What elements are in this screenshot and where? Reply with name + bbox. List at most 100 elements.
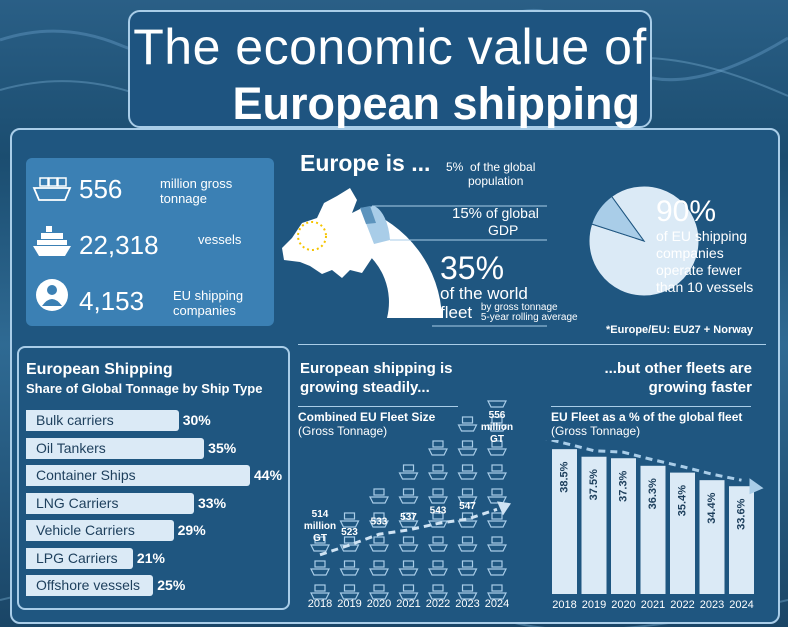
ship-bar-row: Oil Tankers 35% <box>26 437 286 459</box>
pie-text: of EU shipping companies operate fewer than… <box>656 228 754 295</box>
stat-value: 556 <box>79 174 123 204</box>
x-tick-label: 2023 <box>700 599 724 611</box>
ship-icon <box>487 416 507 432</box>
fact-gdp: 15% of global GDP <box>452 205 539 238</box>
data-label: 537 <box>400 512 417 523</box>
ship-icon <box>457 488 478 504</box>
pct-bar-label: 37.3% <box>617 470 629 501</box>
ship-icon <box>398 584 419 600</box>
ship-icon <box>487 584 507 600</box>
ship-icon <box>339 560 360 576</box>
ship-bar-row: Vehicle Carriers 29% <box>26 520 286 541</box>
stat-value: 22,318 <box>79 230 159 260</box>
europe-map-icon <box>282 188 384 278</box>
ring-pop <box>360 206 376 224</box>
ship-icon <box>428 560 448 576</box>
data-label: 523 <box>341 527 358 538</box>
cargo-ship-icon <box>32 177 72 201</box>
ship-icon <box>398 536 419 552</box>
ship-bar-label: Vehicle Carriers <box>36 522 135 538</box>
ship-icon <box>428 488 448 504</box>
pct-bar-label: 36.3% <box>647 478 659 509</box>
ship-icon <box>487 464 507 480</box>
fact-fleet: 35% of the world fleet by gross tonnage 5… <box>440 250 578 323</box>
europe-rings <box>282 188 547 327</box>
divider <box>551 406 751 407</box>
ship-icon <box>457 440 478 456</box>
pie-pct: 90% <box>656 195 717 228</box>
ship-icon <box>398 488 419 504</box>
pct-bar-label: 35.4% <box>676 485 688 516</box>
ship-bar-row: Bulk carriers 30% <box>26 410 286 431</box>
pie-chart <box>588 185 700 297</box>
fleet-size-chart: 2018 2019 2020 2021 2022 2023 2024 514 million GT… <box>304 400 513 610</box>
ship-bar <box>26 465 250 486</box>
pct-bar-label: 33.6% <box>735 498 747 529</box>
ship-icon <box>310 584 330 600</box>
data-label: 556 million GT <box>481 410 513 445</box>
data-label: 533 <box>371 516 388 527</box>
x-tick-label: 2022 <box>670 599 694 611</box>
fleet-size-title: Combined EU Fleet Size (Gross Tonnage) <box>298 410 436 438</box>
ship-icon <box>339 536 360 552</box>
pie-label: 90% of EU shipping companies operate fewer… <box>656 196 776 296</box>
ship-icon <box>428 464 448 480</box>
ship-bar-row: Container Ships 44% <box>26 465 286 486</box>
trend-arrow <box>749 478 764 495</box>
ship-bar <box>26 575 154 596</box>
ship-bar-value: 33% <box>198 494 227 511</box>
person-icon <box>36 279 68 311</box>
cruise-ship-icon <box>33 226 71 256</box>
data-label: 543 <box>430 505 447 516</box>
x-tick-label: 2019 <box>337 598 361 610</box>
ship-bar-value: 25% <box>157 577 186 593</box>
divider <box>298 344 766 345</box>
pct-bar-label: 38.5% <box>558 461 570 492</box>
ship-types-title: European Shipping <box>26 361 173 378</box>
ship-bar <box>26 547 133 569</box>
trend-arrow <box>497 501 511 516</box>
pct-bar-label: 37.5% <box>588 469 600 500</box>
ship-icon <box>369 488 389 504</box>
ship-bar-value: 44% <box>254 467 283 483</box>
ship-bar-label: Container Ships <box>36 467 136 483</box>
pct-bar-label: 34.4% <box>706 492 718 523</box>
data-label: 547 <box>459 501 476 512</box>
ship-icon <box>487 512 507 528</box>
ship-bar-label: Bulk carriers <box>36 412 114 428</box>
ship-icon <box>428 512 448 528</box>
ship-icon <box>398 464 419 480</box>
ship-icon <box>457 536 478 552</box>
ship-icon <box>487 536 507 552</box>
stat-tonnage: 556 million gross tonnage <box>26 164 274 214</box>
pct-bar <box>581 456 607 594</box>
ship-icon <box>339 512 360 528</box>
ship-bar-value: 29% <box>177 522 206 538</box>
pct-bar <box>640 465 666 594</box>
ship-icon <box>457 416 478 432</box>
stat-label: EU shipping companies <box>173 288 244 318</box>
stat-label: million gross tonnage <box>160 176 233 206</box>
pct-bar <box>729 486 754 594</box>
ship-bar <box>26 410 179 431</box>
ship-icon <box>457 560 478 576</box>
ship-bar-label: Oil Tankers <box>36 439 106 456</box>
ship-icon <box>339 584 360 600</box>
x-tick-label: 2019 <box>582 599 606 611</box>
ship-types-subtitle: Share of Global Tonnage by Ship Type <box>26 381 263 396</box>
x-tick-label: 2024 <box>729 599 753 611</box>
pie-slice <box>591 195 646 242</box>
stat-companies: 4,153 EU shipping companies <box>26 274 274 324</box>
ship-icon <box>398 560 419 576</box>
x-tick-label: 2018 <box>552 599 576 611</box>
ship-bar-row: LNG Carriers 33% <box>26 492 286 514</box>
ship-icon <box>487 488 507 504</box>
pct-bar <box>699 480 725 594</box>
ship-icon <box>369 584 389 600</box>
ship-bar-value: 30% <box>182 412 211 428</box>
title-box: The economic value of European shipping <box>128 10 652 129</box>
trend-line <box>545 440 742 482</box>
ship-icon <box>369 536 389 552</box>
ship-bar <box>26 520 174 541</box>
ship-icon <box>487 440 507 456</box>
